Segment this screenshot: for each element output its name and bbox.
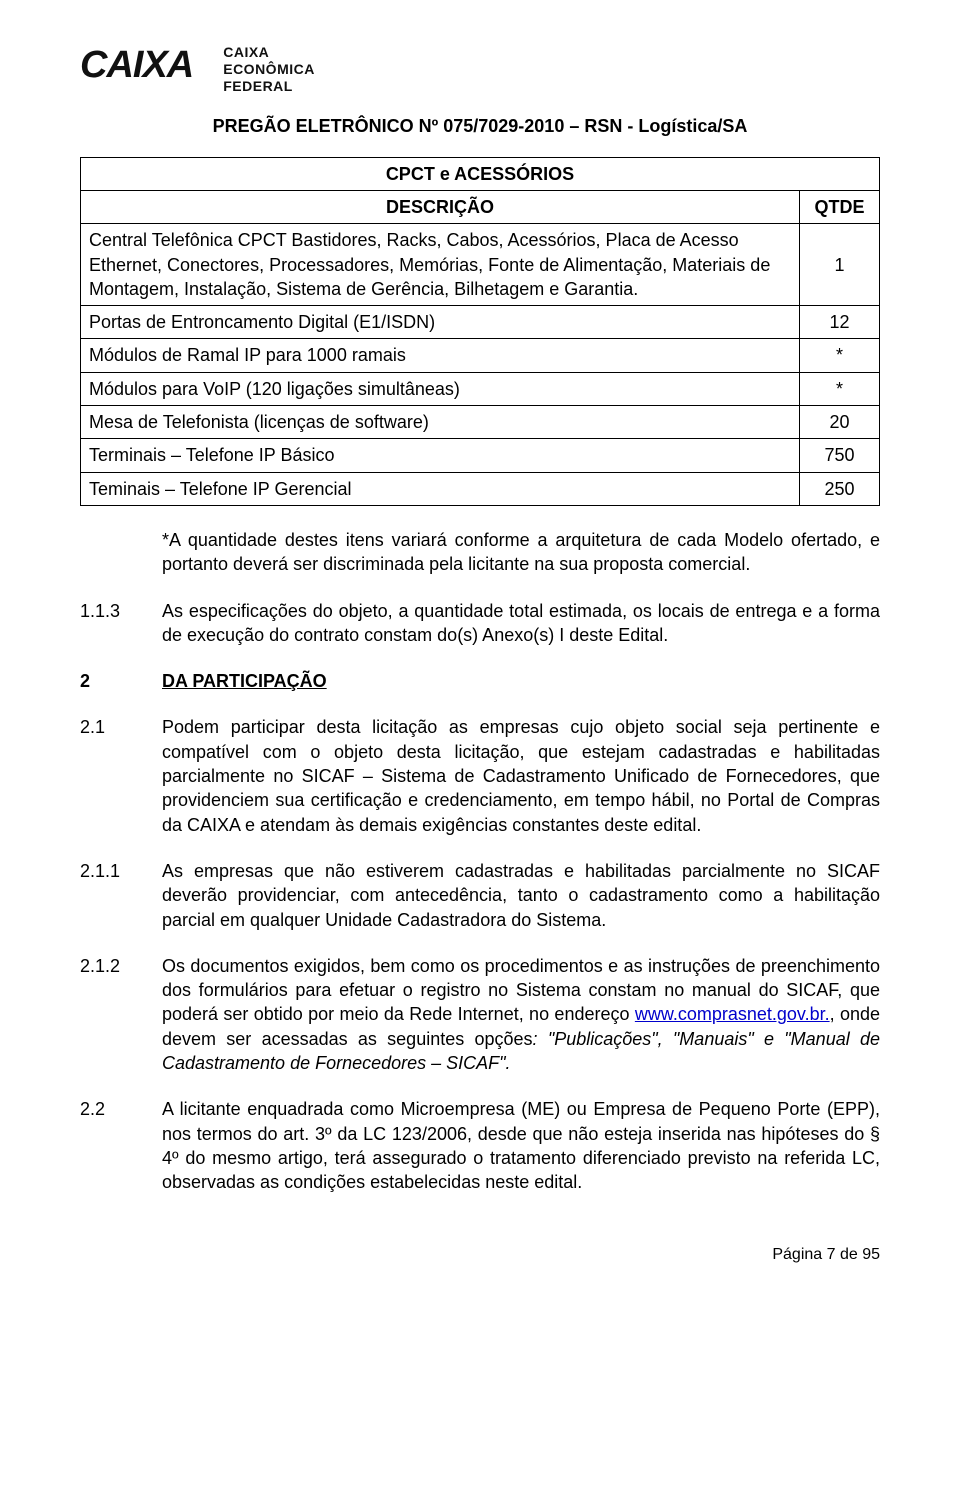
cell-qtde: * <box>800 339 880 372</box>
table-col-qtde: QTDE <box>800 190 880 223</box>
cell-qtde: 20 <box>800 406 880 439</box>
logo-sub-line: ECONÔMICA <box>223 61 315 78</box>
logo-sub-line: CAIXA <box>223 44 315 61</box>
para-2-1-1: 2.1.1 As empresas que não estiverem cada… <box>80 859 880 932</box>
table-row: Módulos para VoIP (120 ligações simultân… <box>81 372 880 405</box>
para-num: 2.1 <box>80 715 134 836</box>
para-text: Podem participar desta licitação as empr… <box>162 715 880 836</box>
cell-desc: Módulos para VoIP (120 ligações simultân… <box>81 372 800 405</box>
table-row: Central Telefônica CPCT Bastidores, Rack… <box>81 224 880 306</box>
page-header: CAIXA CAIXA ECONÔMICA FEDERAL <box>80 40 880 94</box>
body-paragraphs: 1.1.3 As especificações do objeto, a qua… <box>80 599 880 1195</box>
table-title: CPCT e ACESSÓRIOS <box>81 157 880 190</box>
logo-text: CAIXA <box>80 40 193 91</box>
cell-qtde: 12 <box>800 306 880 339</box>
cell-qtde: 750 <box>800 439 880 472</box>
para-2-1-2: 2.1.2 Os documentos exigidos, bem como o… <box>80 954 880 1075</box>
para-num: 2.1.2 <box>80 954 134 1075</box>
cell-qtde: 250 <box>800 472 880 505</box>
cell-desc: Mesa de Telefonista (licenças de softwar… <box>81 406 800 439</box>
para-num: 1.1.3 <box>80 599 134 648</box>
cell-desc: Módulos de Ramal IP para 1000 ramais <box>81 339 800 372</box>
asterisk-note: *A quantidade destes itens variará confo… <box>162 528 880 577</box>
cell-desc: Teminais – Telefone IP Gerencial <box>81 472 800 505</box>
cell-qtde: * <box>800 372 880 405</box>
logo-subtitle: CAIXA ECONÔMICA FEDERAL <box>223 44 315 94</box>
logo-main: CAIXA <box>80 40 193 91</box>
comprasnet-link[interactable]: www.comprasnet.gov.br. <box>635 1004 830 1024</box>
cell-desc: Portas de Entroncamento Digital (E1/ISDN… <box>81 306 800 339</box>
table-row: Terminais – Telefone IP Básico 750 <box>81 439 880 472</box>
section-2-heading: 2 DA PARTICIPAÇÃO <box>80 669 880 693</box>
logo-sub-line: FEDERAL <box>223 78 315 95</box>
table-row: Mesa de Telefonista (licenças de softwar… <box>81 406 880 439</box>
para-text: As empresas que não estiverem cadastrada… <box>162 859 880 932</box>
table-row: Módulos de Ramal IP para 1000 ramais * <box>81 339 880 372</box>
cell-desc: Central Telefônica CPCT Bastidores, Rack… <box>81 224 800 306</box>
cell-qtde: 1 <box>800 224 880 306</box>
spec-table: CPCT e ACESSÓRIOS DESCRIÇÃO QTDE Central… <box>80 157 880 506</box>
table-col-desc: DESCRIÇÃO <box>81 190 800 223</box>
para-text: A licitante enquadrada como Microempresa… <box>162 1097 880 1194</box>
para-1-1-3: 1.1.3 As especificações do objeto, a qua… <box>80 599 880 648</box>
para-num: 2.1.1 <box>80 859 134 932</box>
page-footer: Página 7 de 95 <box>80 1244 880 1266</box>
para-text: As especificações do objeto, a quantidad… <box>162 599 880 648</box>
document-title: PREGÃO ELETRÔNICO Nº 075/7029-2010 – RSN… <box>80 114 880 138</box>
para-text: Os documentos exigidos, bem como os proc… <box>162 954 880 1075</box>
para-num: 2.2 <box>80 1097 134 1194</box>
para-2-1: 2.1 Podem participar desta licitação as … <box>80 715 880 836</box>
para-2-2: 2.2 A licitante enquadrada como Microemp… <box>80 1097 880 1194</box>
cell-desc: Terminais – Telefone IP Básico <box>81 439 800 472</box>
section-title: DA PARTICIPAÇÃO <box>162 669 327 693</box>
table-row: Portas de Entroncamento Digital (E1/ISDN… <box>81 306 880 339</box>
table-row: Teminais – Telefone IP Gerencial 250 <box>81 472 880 505</box>
section-num: 2 <box>80 669 134 693</box>
